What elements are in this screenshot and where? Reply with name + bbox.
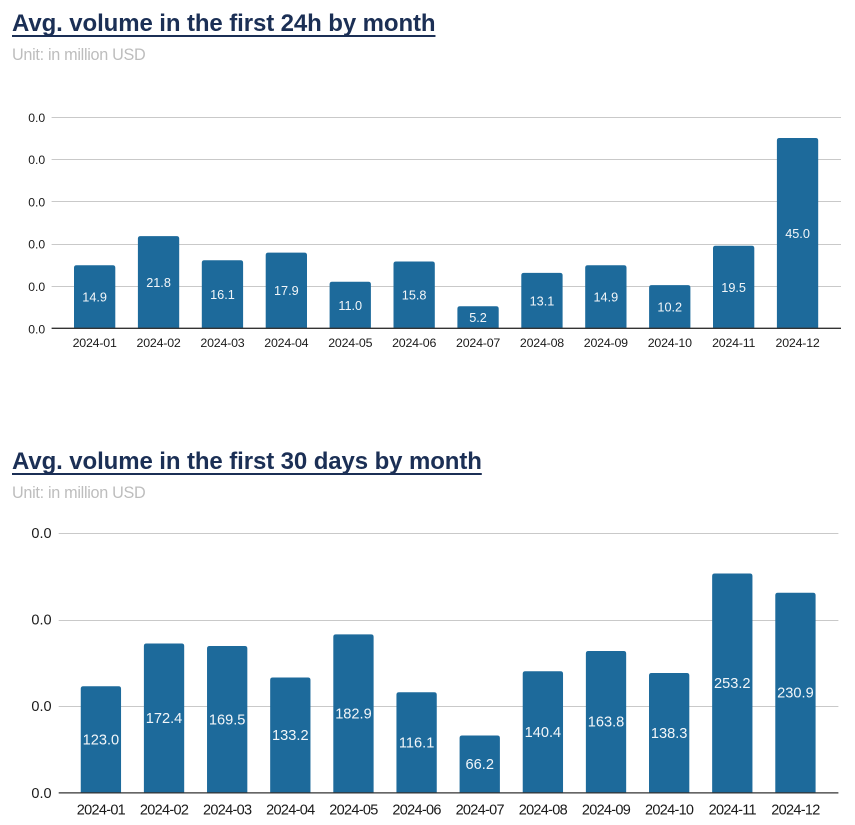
svg-text:13.1: 13.1 (530, 294, 555, 308)
svg-text:2024-01: 2024-01 (77, 802, 126, 818)
svg-text:0.0: 0.0 (28, 195, 45, 209)
svg-text:116.1: 116.1 (399, 735, 434, 751)
svg-text:0.0: 0.0 (28, 153, 45, 167)
svg-text:182.9: 182.9 (335, 706, 372, 722)
svg-text:0.0: 0.0 (28, 322, 45, 336)
svg-text:2024-09: 2024-09 (584, 336, 628, 350)
svg-text:2024-10: 2024-10 (645, 802, 694, 818)
svg-text:2024-07: 2024-07 (456, 802, 505, 818)
svg-text:163.8: 163.8 (588, 715, 625, 731)
svg-text:0.0: 0.0 (31, 786, 51, 802)
svg-text:2024-10: 2024-10 (648, 336, 692, 350)
svg-text:140.4: 140.4 (525, 725, 562, 741)
svg-text:15.8: 15.8 (402, 289, 427, 303)
svg-text:2024-05: 2024-05 (328, 336, 372, 350)
svg-text:17.9: 17.9 (274, 284, 299, 298)
svg-text:0.0: 0.0 (28, 111, 45, 125)
svg-text:2024-09: 2024-09 (582, 802, 631, 818)
svg-text:0.0: 0.0 (31, 613, 51, 629)
svg-text:2024-03: 2024-03 (200, 336, 244, 350)
svg-text:2024-07: 2024-07 (456, 336, 500, 350)
svg-text:45.0: 45.0 (785, 227, 810, 241)
svg-text:16.1: 16.1 (210, 288, 235, 302)
svg-text:66.2: 66.2 (466, 757, 494, 773)
svg-text:11.0: 11.0 (338, 299, 362, 313)
svg-text:2024-01: 2024-01 (73, 336, 117, 350)
svg-text:2024-02: 2024-02 (140, 802, 189, 818)
svg-text:2024-02: 2024-02 (137, 336, 181, 350)
svg-text:14.9: 14.9 (593, 291, 618, 305)
svg-text:2024-04: 2024-04 (266, 802, 315, 818)
svg-text:10.2: 10.2 (657, 301, 682, 315)
svg-text:0.0: 0.0 (28, 280, 45, 294)
svg-text:2024-05: 2024-05 (329, 802, 378, 818)
svg-text:2024-03: 2024-03 (203, 802, 252, 818)
svg-text:169.5: 169.5 (209, 712, 246, 728)
svg-text:2024-11: 2024-11 (709, 802, 757, 818)
svg-text:19.5: 19.5 (721, 281, 746, 295)
svg-text:0.0: 0.0 (31, 699, 51, 715)
svg-text:0.0: 0.0 (28, 238, 45, 252)
svg-text:230.9: 230.9 (777, 686, 814, 702)
svg-text:5.2: 5.2 (469, 311, 487, 325)
svg-text:2024-12: 2024-12 (771, 802, 820, 818)
svg-text:123.0: 123.0 (83, 732, 120, 748)
svg-text:2024-04: 2024-04 (264, 336, 308, 350)
svg-text:138.3: 138.3 (651, 726, 688, 742)
svg-text:2024-12: 2024-12 (776, 336, 820, 350)
svg-text:14.9: 14.9 (82, 291, 107, 305)
svg-text:172.4: 172.4 (146, 711, 183, 727)
svg-text:2024-08: 2024-08 (519, 802, 568, 818)
svg-text:2024-08: 2024-08 (520, 336, 564, 350)
svg-text:2024-11: 2024-11 (712, 336, 755, 350)
svg-text:2024-06: 2024-06 (392, 336, 436, 350)
svg-text:253.2: 253.2 (714, 676, 751, 692)
svg-text:21.8: 21.8 (146, 276, 171, 290)
svg-text:0.0: 0.0 (31, 526, 51, 542)
svg-text:133.2: 133.2 (272, 728, 309, 744)
svg-text:2024-06: 2024-06 (392, 802, 441, 818)
